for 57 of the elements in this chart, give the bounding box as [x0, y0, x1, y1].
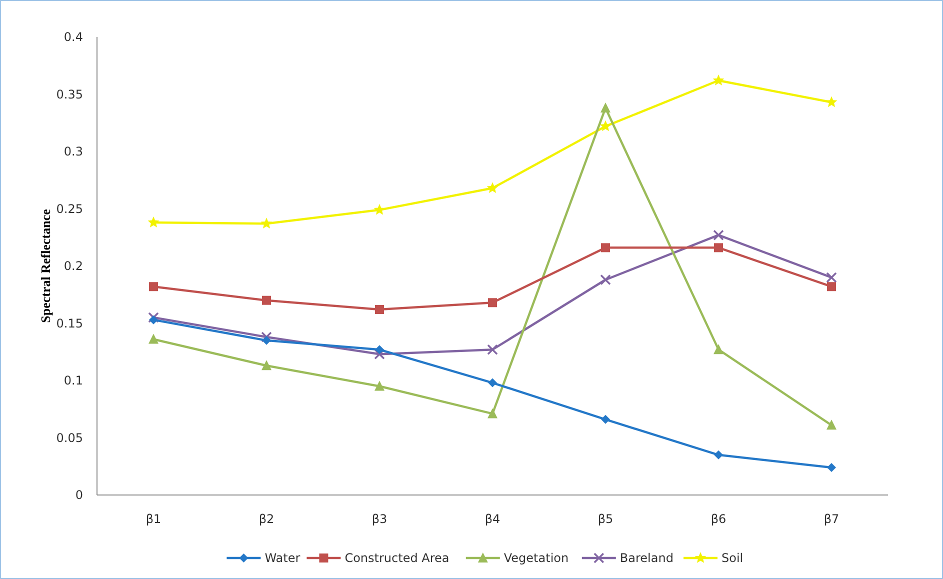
point — [714, 344, 724, 354]
point — [827, 282, 836, 292]
point — [601, 243, 610, 252]
point — [486, 182, 498, 193]
x-tick-label: β6 — [710, 512, 726, 526]
point — [488, 408, 498, 418]
point — [149, 315, 158, 324]
point — [713, 230, 724, 240]
point — [260, 218, 272, 228]
y-tick-label: 0.35 — [56, 87, 83, 102]
x-tick-label: β5 — [598, 512, 614, 526]
x-tick-label: β2 — [258, 512, 274, 526]
y-tick-label: 0.1 — [64, 374, 83, 388]
legend-label: Water — [264, 551, 300, 566]
point — [487, 344, 498, 355]
point — [600, 120, 612, 132]
point — [375, 305, 384, 314]
point — [827, 463, 836, 472]
point — [374, 380, 384, 391]
point — [712, 74, 724, 86]
point — [600, 102, 610, 112]
legend-label: Soil — [722, 551, 744, 566]
legend-label: Vegetation — [504, 551, 569, 566]
point — [600, 274, 611, 286]
point — [826, 272, 837, 283]
y-tick-label: 0.2 — [64, 259, 83, 274]
point — [148, 312, 159, 323]
point — [148, 216, 160, 228]
y-tick-label: 0.15 — [56, 316, 83, 330]
point — [488, 298, 497, 308]
point — [714, 450, 723, 460]
y-tick-label: 0.3 — [64, 144, 83, 159]
y-tick-label: 0 — [75, 488, 83, 502]
x-tick-label: β1 — [146, 512, 162, 526]
point — [488, 378, 497, 388]
y-tick-label: 0.25 — [56, 202, 83, 216]
legend-label: Bareland — [620, 551, 674, 566]
point — [375, 345, 384, 354]
x-tick-label: β4 — [484, 512, 500, 526]
y-tick-label: 0.4 — [64, 30, 83, 44]
x-tick-label: β3 — [372, 512, 388, 526]
point — [261, 332, 272, 342]
point — [826, 96, 838, 108]
y-axis-title: Spectral Reflectance — [38, 208, 53, 323]
point — [374, 204, 386, 215]
point — [262, 296, 271, 305]
point — [148, 334, 158, 344]
point — [262, 336, 271, 345]
point — [714, 243, 723, 252]
x-tick-label: β7 — [824, 512, 840, 526]
legend-label: Constructed Area — [344, 551, 450, 566]
point — [826, 420, 836, 430]
point — [262, 360, 272, 370]
y-tick-label: 0.05 — [56, 430, 83, 445]
point — [149, 282, 158, 292]
point — [601, 414, 610, 424]
point — [374, 348, 385, 360]
